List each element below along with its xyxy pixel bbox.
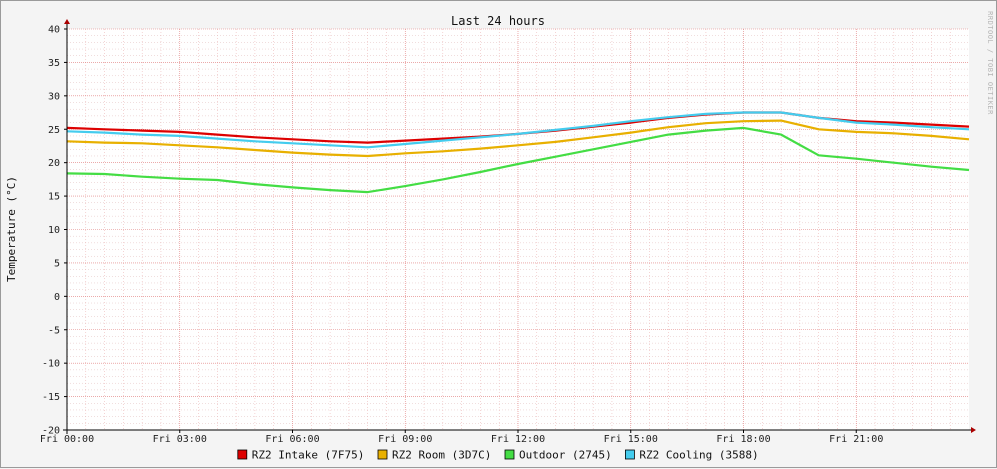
legend-label: Outdoor (2745) — [519, 449, 612, 462]
y-tick-label: 15 — [48, 192, 60, 203]
legend-item-1: RZ2 Intake (7F75) — [237, 449, 365, 462]
rrdtool-watermark: RRDTOOL / TOBI OETIKER — [986, 11, 994, 115]
series-line-4 — [66, 111, 970, 149]
chart-title: Last 24 hours — [451, 14, 545, 28]
series-layer — [66, 111, 970, 194]
x-tick-label: Fri 15:00 — [604, 434, 658, 445]
y-tick-label: 20 — [48, 158, 60, 169]
y-tick-label: -10 — [42, 359, 60, 370]
x-tick-labels: Fri 00:00 Fri 03:00 Fri 06:00 Fri 09:00 Fri … — [40, 434, 883, 445]
y-tick-label: 5 — [54, 258, 60, 269]
y-tick-label: 10 — [48, 225, 60, 236]
legend-swatch — [625, 449, 635, 460]
x-tick-label: Fri 18:00 — [716, 434, 770, 445]
legend-swatch — [237, 449, 248, 460]
x-tick-label: Fri 06:00 — [265, 434, 319, 445]
y-axis-label: Temperature (°C) — [5, 176, 18, 282]
y-tick-label: -20 — [42, 426, 60, 437]
x-tick-label: Fri 03:00 — [153, 434, 207, 445]
axes-layer — [63, 19, 976, 434]
y-tick-label: -15 — [42, 392, 60, 403]
x-tick-label: Fri 00:00 — [40, 434, 94, 445]
x-axis-arrow — [971, 427, 976, 433]
y-tick-label: 0 — [54, 292, 60, 303]
y-axis-arrow — [64, 19, 70, 24]
y-tick-labels: -20 -15 -10 -5 0 5 10 15 20 25 30 35 40 — [42, 25, 60, 437]
legend-swatch — [377, 449, 388, 460]
x-tick-label: Fri 09:00 — [378, 434, 432, 445]
legend-label: RZ2 Room (3D7C) — [392, 449, 491, 462]
legend-item-3: Outdoor (2745) — [504, 449, 612, 462]
legend-item-2: RZ2 Room (3D7C) — [377, 449, 491, 462]
legend-item-4: RZ2 Cooling (3588) — [625, 449, 759, 462]
legend-label: RZ2 Intake (7F75) — [252, 449, 365, 462]
legend-label: RZ2 Cooling (3588) — [639, 449, 758, 462]
y-tick-label: 40 — [48, 25, 60, 36]
major-grid — [67, 28, 969, 430]
x-tick-label: Fri 21:00 — [829, 434, 883, 445]
y-tick-label: -5 — [48, 325, 60, 336]
series-line-2 — [66, 119, 970, 158]
legend-swatch — [504, 449, 515, 460]
legend: RZ2 Intake (7F75) RZ2 Room (3D7C) Outdoor … — [237, 449, 759, 462]
y-tick-label: 30 — [48, 91, 60, 102]
y-tick-label: 35 — [48, 58, 60, 69]
series-line-3 — [66, 126, 970, 194]
x-tick-label: Fri 12:00 — [491, 434, 545, 445]
y-tick-label: 25 — [48, 125, 60, 136]
